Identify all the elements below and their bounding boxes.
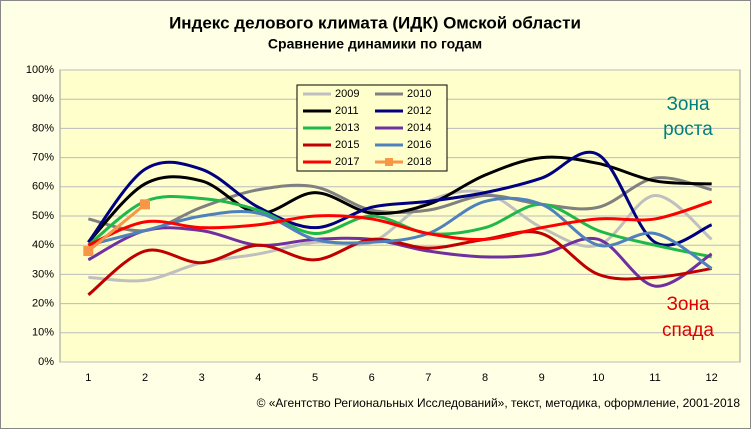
annotation: Зона спада (662, 294, 714, 341)
y-tick-label: 60% (32, 181, 54, 193)
y-tick-label: 50% (32, 210, 54, 222)
legend-label: 2014 (407, 122, 431, 134)
series-line (87, 155, 712, 244)
series-line (87, 196, 713, 270)
x-tick-label: 4 (255, 372, 261, 384)
y-tick-label: 10% (32, 327, 54, 339)
x-tick-label: 3 (199, 372, 205, 384)
annotation: Зона роста (663, 94, 713, 140)
series-line (87, 150, 713, 247)
series-line (87, 226, 713, 288)
point-marker (83, 246, 94, 257)
legend-label: 2015 (335, 139, 359, 151)
chart-title: Индекс делового климата (ИДК) Омской обл… (169, 13, 581, 32)
legend-marker (385, 158, 393, 166)
y-tick-label: 30% (32, 268, 54, 280)
y-tick-label: 0% (38, 356, 54, 368)
legend-label: 2018 (407, 156, 431, 168)
legend-label: 2017 (335, 156, 359, 168)
series-line (87, 199, 713, 247)
y-tick-label: 70% (32, 152, 54, 164)
legend-label: 2012 (407, 105, 431, 117)
x-tick-label: 11 (649, 372, 660, 384)
chart-subtitle: Сравнение динамики по годам (268, 36, 482, 52)
footer: © «Агентство Региональных Исследований»,… (257, 396, 741, 410)
y-tick-label: 100% (26, 64, 54, 76)
legend-label: 2013 (335, 122, 359, 134)
x-tick-label: 8 (482, 372, 488, 384)
y-tick-label: 40% (32, 239, 54, 251)
x-tick-label: 7 (425, 372, 431, 384)
legend-label: 2011 (335, 105, 359, 117)
point-marker (140, 199, 150, 210)
y-tick-label: 90% (32, 93, 54, 105)
x-tick-label: 12 (706, 372, 718, 384)
y-tick-label: 80% (32, 122, 54, 134)
series-line (87, 194, 712, 259)
x-tick-label: 6 (369, 372, 375, 384)
x-tick-label: 2 (142, 372, 148, 384)
x-tick-label: 9 (539, 372, 545, 384)
x-tick-label: 10 (592, 372, 604, 384)
legend-label: 2009 (335, 88, 359, 100)
x-tick-label: 5 (312, 372, 318, 384)
legend-label: 2016 (407, 139, 431, 151)
legend-label: 2010 (407, 88, 431, 100)
y-tick-label: 20% (32, 298, 54, 310)
x-tick-label: 1 (85, 372, 91, 384)
series-line (87, 230, 712, 297)
